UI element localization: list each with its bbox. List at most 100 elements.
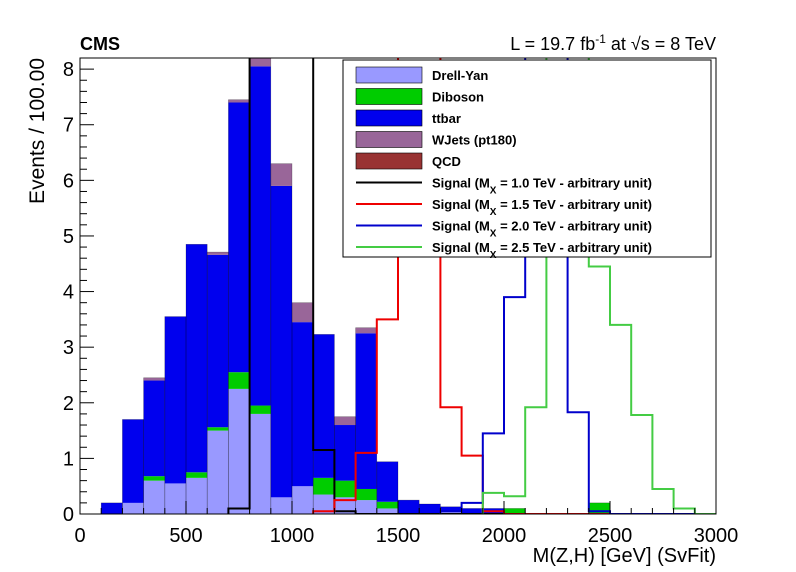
y-tick-label: 7 (63, 115, 74, 137)
histogram-bar (228, 102, 250, 373)
histogram-bar (249, 413, 271, 514)
histogram-bar (164, 483, 186, 514)
signal-line (481, 58, 716, 514)
histogram-bar (207, 252, 229, 255)
stack-series (143, 58, 377, 426)
histogram-bar (313, 477, 335, 495)
legend-swatch (355, 88, 423, 105)
x-tick-label: 2500 (588, 525, 633, 547)
histogram-bar (249, 405, 271, 414)
histogram-bar (355, 488, 377, 501)
legend: Drell-Yan Diboson ttbar WJets (pt180) QCD Sig… (342, 59, 712, 261)
histogram-bar (228, 372, 250, 389)
histogram-bar (355, 327, 377, 334)
histogram-bar (228, 388, 250, 514)
x-tick-label: 1000 (270, 525, 315, 547)
histogram-bar (313, 494, 335, 514)
signal-histograms (227, 58, 716, 514)
legend-label: Signal (MX = 2.5 TeV - arbitrary unit) (432, 240, 652, 261)
x-axis-label: M(Z,H) [GeV] (SvFit) (533, 545, 716, 567)
histogram-bar (143, 377, 165, 381)
y-tick-label: 3 (63, 337, 74, 359)
lumi-exponent: -1 (595, 32, 606, 46)
y-tick-label: 2 (63, 393, 74, 415)
legend-label: Signal (MX = 1.0 TeV - arbitrary unit) (432, 176, 652, 197)
y-tick-label: 1 (63, 448, 74, 470)
histogram-bar (186, 244, 208, 473)
histogram-bar (292, 322, 314, 487)
histogram-bar (186, 472, 208, 478)
x-tick-label: 500 (169, 525, 202, 547)
signal-line (439, 58, 716, 514)
histogram-bar (228, 99, 250, 103)
histogram-bar (376, 501, 398, 509)
histogram-bar (122, 502, 144, 514)
legend-label: WJets (pt180) (432, 133, 517, 148)
legend-swatch (355, 66, 423, 84)
histogram-bar (398, 500, 420, 514)
histogram-bar (207, 430, 229, 514)
x-tick-label: 3000 (694, 525, 739, 547)
bin-outline (270, 163, 293, 514)
histogram-bar (376, 508, 398, 514)
histogram-bar (313, 334, 335, 478)
y-tick-label: 4 (63, 282, 74, 304)
histogram-bar (101, 502, 123, 514)
legend-label: QCD (432, 154, 461, 169)
legend-swatch (355, 152, 423, 170)
lumi-suffix: s = 8 TeV (641, 34, 716, 54)
bin-outline (143, 377, 166, 514)
histogram-bar (440, 506, 462, 512)
legend-label: Signal (MX = 2.0 TeV - arbitrary unit) (432, 219, 652, 240)
histogram-bar (355, 333, 377, 489)
x-tick-label: 2000 (482, 525, 527, 547)
histogram-bar (207, 427, 229, 431)
signal-line (312, 58, 716, 514)
legend-label: Drell-Yan (432, 68, 488, 83)
histogram-bar (164, 316, 186, 484)
legend-label: Diboson (432, 90, 484, 105)
histogram-bar (207, 254, 229, 428)
y-tick-label: 8 (63, 59, 74, 81)
histogram-bar (270, 163, 292, 186)
histogram-bar (270, 497, 292, 514)
histogram-bar (588, 502, 610, 514)
stack-series (143, 372, 610, 514)
histogram-bar (186, 477, 208, 514)
stacked-histogram (100, 58, 611, 514)
histogram-bar (461, 508, 483, 514)
legend-label: Signal (MX = 1.5 TeV - arbitrary unit) (432, 197, 652, 218)
histogram-bar (376, 461, 398, 502)
histogram-bar (143, 380, 165, 477)
histogram-bar (292, 486, 314, 514)
histogram-bar (270, 185, 292, 498)
histogram-bar (249, 66, 271, 406)
histogram-bar (143, 480, 165, 514)
y-tick-label: 5 (63, 226, 74, 248)
sqrt-symbol: √ (631, 34, 641, 54)
histogram-bar (504, 508, 526, 514)
lumi-at: at (606, 34, 631, 54)
histogram-bar (334, 497, 356, 514)
histogram-bar (440, 511, 462, 514)
histogram-bar (122, 419, 144, 503)
y-tick-label: 6 (63, 170, 74, 192)
stack-series (122, 388, 462, 514)
x-tick-label: 0 (74, 525, 85, 547)
histogram-bar (249, 58, 271, 67)
histogram-bar (334, 425, 356, 481)
legend-swatch (355, 131, 423, 148)
y-axis-label: Events / 100.00 (26, 58, 49, 204)
experiment-label: CMS (80, 34, 120, 54)
lumi-label: L = 19.7 fb-1 at √s = 8 TeV (510, 32, 716, 54)
histogram-bar (334, 416, 356, 426)
histogram-bar (334, 480, 356, 498)
histogram-bar (419, 503, 441, 514)
histogram-bar (355, 500, 377, 514)
legend-swatch (355, 109, 423, 127)
histogram-bar (292, 302, 314, 323)
legend-label: ttbar (432, 111, 461, 126)
histogram-bar (143, 476, 165, 481)
lumi-prefix: L = 19.7 fb (510, 34, 595, 54)
